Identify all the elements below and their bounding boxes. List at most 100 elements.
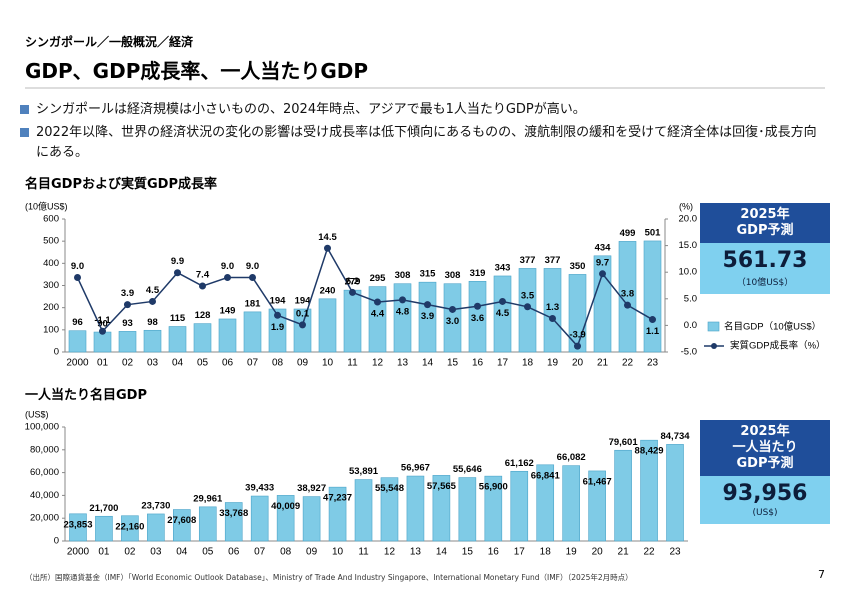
- bullet: シンガポールは経済規模は小さいものの、2024年時点、アジアで最も1人当たりGD…: [20, 100, 826, 120]
- bar: [484, 475, 503, 542]
- bar-value-label: 343: [495, 262, 511, 273]
- bar: [393, 283, 412, 353]
- y-tick-label: 300: [43, 280, 59, 291]
- line-value-label: 3.9: [121, 288, 134, 299]
- line-value-label: 7.4: [196, 270, 210, 281]
- bar-value-label: 84,734: [660, 431, 690, 442]
- bar: [268, 308, 287, 353]
- bar-value-label: 57,565: [427, 481, 457, 492]
- slide-title: GDP、GDP成長率、一人当たりGDP: [25, 59, 369, 83]
- y-axis-label: (10億US$): [25, 200, 68, 211]
- bar-value-label: 98: [147, 317, 158, 328]
- bar: [243, 311, 262, 353]
- bar-value-label: 21,700: [89, 503, 118, 514]
- bar-value-label: 240: [320, 285, 336, 296]
- line-marker: [299, 321, 306, 329]
- x-tick-label: 13: [410, 547, 422, 558]
- bar: [593, 255, 612, 353]
- bar: [443, 283, 462, 353]
- bar-value-label: 115: [170, 313, 186, 324]
- bar: [418, 281, 437, 353]
- bar: [318, 298, 337, 353]
- line-value-label: 4.8: [396, 306, 409, 317]
- line-value-label: 9.0: [221, 261, 234, 272]
- x-tick-label: 04: [172, 358, 184, 369]
- line-marker: [424, 301, 431, 309]
- y-tick-label: 400: [43, 258, 59, 269]
- y-tick-label: 60,000: [30, 467, 59, 478]
- line-marker: [199, 282, 206, 290]
- bar: [343, 289, 362, 353]
- bar: [198, 506, 217, 542]
- x-tick-label: 07: [254, 547, 266, 558]
- y-tick-label: 40,000: [30, 490, 59, 501]
- line-marker: [349, 288, 356, 296]
- x-tick-label: 20: [572, 358, 584, 369]
- bar-value-label: 55,646: [453, 464, 482, 475]
- bar-value-label: 66,841: [531, 470, 561, 481]
- callout-line: 一人当たり: [732, 440, 798, 455]
- y-tick-label: 0: [54, 347, 59, 358]
- x-tick-label: 17: [497, 358, 509, 369]
- line-marker: [474, 302, 481, 310]
- bar: [95, 515, 113, 542]
- y-tick-label: 100: [43, 324, 59, 335]
- line-value-label: 3.8: [621, 289, 634, 300]
- y-tick-label: 0: [54, 536, 59, 547]
- bar: [302, 496, 321, 542]
- bar-value-label: 90: [97, 319, 108, 330]
- y-tick-label: 20,000: [30, 513, 59, 524]
- bar-value-label: 61,467: [583, 476, 612, 487]
- bar-value-label: 315: [420, 269, 437, 280]
- x-tick-label: 16: [488, 547, 500, 558]
- x-tick-label: 11: [347, 358, 358, 369]
- bar-value-label: 194: [295, 296, 312, 307]
- callout-line: 2025年: [740, 207, 790, 222]
- legend-swatch: [707, 321, 720, 332]
- bar: [368, 286, 387, 353]
- line: [76, 246, 653, 348]
- bar-value-label: 499: [620, 228, 636, 239]
- x-tick-label: 01: [97, 358, 109, 369]
- bar-value-label: 194: [270, 296, 287, 307]
- line-marker: [599, 270, 606, 278]
- x-tick-label: 10: [332, 547, 344, 558]
- line-marker: [549, 314, 556, 322]
- bar-value-label: 434: [595, 242, 612, 253]
- line-marker: [449, 305, 456, 313]
- x-tick-label: 22: [644, 547, 656, 558]
- line-marker: [499, 297, 506, 305]
- bar-value-label: 181: [245, 298, 262, 309]
- x-tick-label: 02: [124, 547, 136, 558]
- legend-label: 実質GDP成長率（%）: [730, 340, 826, 352]
- x-tick-label: 03: [147, 358, 159, 369]
- x-tick-label: 09: [306, 547, 318, 558]
- x-tick-label: 04: [176, 547, 188, 558]
- bar: [588, 470, 606, 542]
- x-tick-label: 05: [202, 547, 214, 558]
- bar-value-label: 96: [72, 317, 83, 328]
- bar-value-label: 79,601: [609, 437, 639, 448]
- bar-value-label: 377: [545, 255, 561, 266]
- bar-value-label: 88,429: [635, 446, 664, 457]
- x-tick-label: 21: [597, 358, 609, 369]
- x-tick-label: 08: [272, 358, 284, 369]
- line-value-label: 4.4: [371, 309, 385, 320]
- line-marker: [524, 303, 531, 311]
- line-value-label: 1.1: [646, 326, 660, 337]
- page-number: 7: [818, 568, 825, 581]
- bar: [618, 241, 637, 353]
- bar: [493, 275, 512, 353]
- line-value-label: 3.9: [421, 311, 434, 322]
- callout-unit: (US$): [752, 508, 778, 518]
- bar-value-label: 53,891: [349, 466, 379, 477]
- line-value-label: -3.9: [569, 330, 585, 341]
- x-tick-label: 07: [247, 358, 259, 369]
- line-marker: [274, 311, 281, 319]
- y2-tick-label: 10.0: [679, 267, 698, 278]
- bar-value-label: 61,162: [505, 458, 534, 469]
- bar-value-label: 308: [395, 270, 411, 281]
- bar: [543, 268, 562, 353]
- line-value-label: 9.9: [171, 256, 184, 267]
